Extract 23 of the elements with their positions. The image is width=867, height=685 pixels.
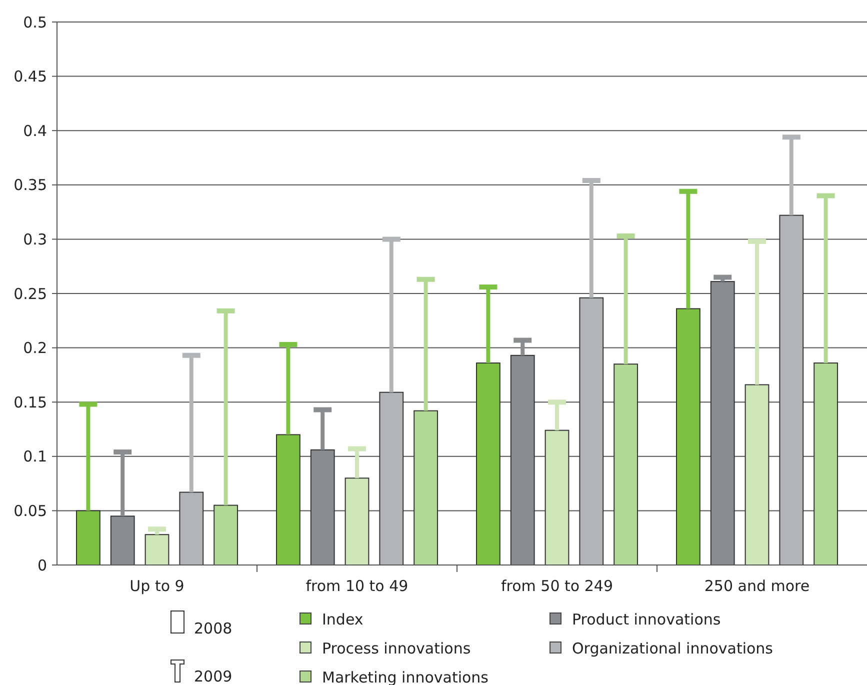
y-tick-label: 0.35 bbox=[14, 176, 47, 194]
y-tick-label: 0.4 bbox=[23, 122, 47, 140]
y-tick-label: 0.3 bbox=[23, 230, 47, 248]
legend-label: Organizational innovations bbox=[572, 639, 774, 658]
text: 2009 bbox=[194, 667, 232, 685]
y-tick-label: 0.25 bbox=[14, 284, 47, 303]
x-tick-label: from 10 to 49 bbox=[306, 577, 408, 595]
legend-label: Index bbox=[322, 610, 364, 628]
x-tick-label: from 50 to 249 bbox=[501, 577, 613, 595]
y-tick-label: 0.2 bbox=[23, 339, 47, 358]
x-tick-label: 250 and more bbox=[704, 577, 810, 595]
y-tick-label: 0.5 bbox=[23, 13, 47, 32]
legend-label: Product innovations bbox=[572, 610, 721, 628]
y-tick-label: 0.15 bbox=[14, 393, 47, 412]
y-tick-label: 0.1 bbox=[23, 448, 47, 466]
bar bbox=[144, 534, 170, 566]
y-tick-label: 0.45 bbox=[14, 68, 47, 86]
y-tick-label: 0 bbox=[37, 556, 47, 574]
legend-label: Marketing innovations bbox=[322, 668, 489, 685]
x-tick-label: Up to 9 bbox=[130, 577, 184, 595]
y-tick-label: 0.05 bbox=[14, 502, 47, 520]
text: 2008 bbox=[194, 619, 232, 638]
legend-label: Process innovations bbox=[322, 639, 471, 658]
